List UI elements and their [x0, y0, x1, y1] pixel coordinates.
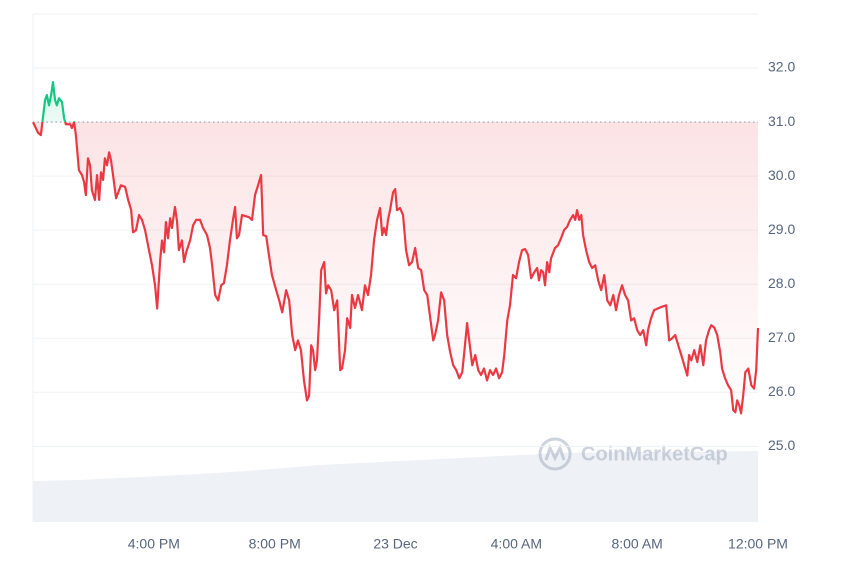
- volume-area: [33, 451, 758, 522]
- x-tick-label: 8:00 AM: [611, 536, 662, 552]
- watermark-logo: [544, 444, 566, 462]
- y-tick-label: 28.0: [768, 275, 795, 291]
- watermark: CoinMarketCap: [538, 437, 728, 471]
- y-tick-label: 26.0: [768, 383, 795, 399]
- x-tick-label: 8:00 PM: [249, 536, 301, 552]
- y-tick-label: 29.0: [768, 221, 795, 237]
- y-tick-label: 31.0: [768, 113, 795, 129]
- x-tick-label: 4:00 AM: [491, 536, 542, 552]
- area-fill: [33, 82, 758, 414]
- y-tick-label: 27.0: [768, 329, 795, 345]
- x-tick-label: 4:00 PM: [128, 536, 180, 552]
- watermark-text: CoinMarketCap: [581, 443, 728, 465]
- x-tick-label: 23 Dec: [373, 536, 417, 552]
- y-tick-label: 25.0: [768, 437, 795, 453]
- price-line: [32, 80, 760, 415]
- y-tick-label: 32.0: [768, 59, 795, 75]
- watermark-logo: [538, 437, 572, 471]
- y-tick-label: 30.0: [768, 167, 795, 183]
- plot: 25.0 26.0 27.0 28.0 29.0 30.0 31.0 32.0 4:00 PM 8…: [32, 59, 795, 552]
- x-tick-label: 12:00 PM: [728, 536, 788, 552]
